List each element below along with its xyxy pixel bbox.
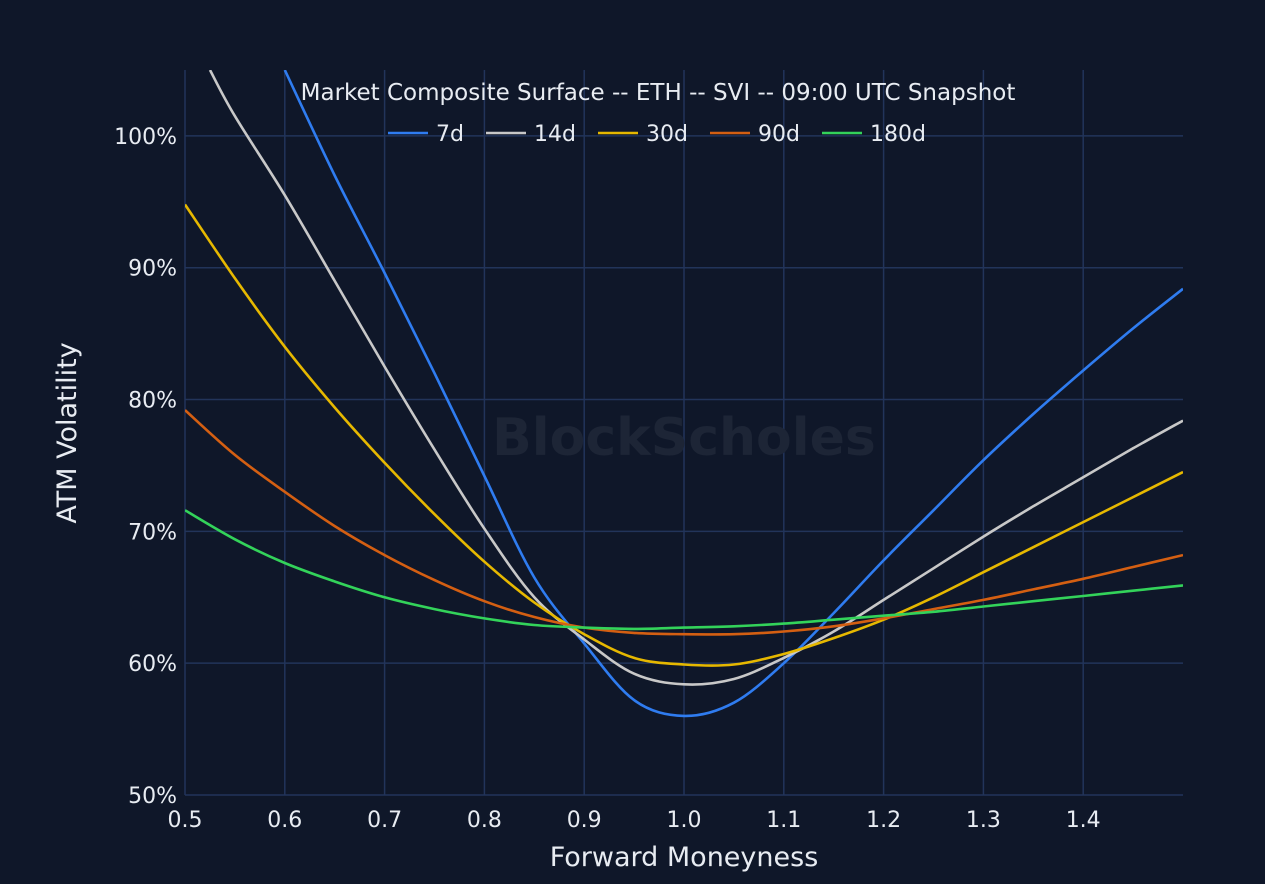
- x-tick-label: 1.4: [1066, 808, 1101, 833]
- grid: [184, 70, 1183, 796]
- chart-title: Market Composite Surface -- ETH -- SVI -…: [301, 80, 1016, 106]
- y-tick-label: 50%: [128, 784, 177, 809]
- series-lines: [185, 70, 1183, 718]
- legend-label-180d: 180d: [870, 122, 926, 147]
- series-line-7d: [283, 70, 1183, 718]
- series-line-90d: [185, 409, 1183, 636]
- series-line-30d: [185, 203, 1183, 667]
- legend: 7d 14d 30d 90d 180d: [388, 122, 926, 147]
- y-tick-label: 80%: [128, 389, 177, 414]
- x-tick-label: 0.9: [567, 808, 602, 833]
- y-tick-label: 90%: [128, 257, 177, 282]
- y-tick-label: 70%: [128, 520, 177, 545]
- x-tick-label: 0.8: [467, 808, 502, 833]
- x-tick-label: 0.5: [168, 808, 203, 833]
- x-tick-label: 1.1: [766, 808, 801, 833]
- series-line-180d: [185, 509, 1183, 631]
- series-line-14d: [208, 70, 1183, 686]
- x-axis-label: Forward Moneyness: [550, 842, 819, 873]
- y-tick-label: 100%: [114, 125, 177, 150]
- y-axis-label: ATM Volatility: [52, 342, 83, 523]
- x-tick-label: 1.3: [966, 808, 1001, 833]
- watermark: BlockScholes: [492, 408, 876, 468]
- y-tick-label: 60%: [128, 652, 177, 677]
- legend-label-14d: 14d: [534, 122, 576, 147]
- legend-label-90d: 90d: [758, 122, 800, 147]
- x-tick-label: 0.7: [367, 808, 402, 833]
- x-tick-label: 1.0: [667, 808, 702, 833]
- x-axis-ticks: 0.5 0.6 0.7 0.8 0.9 1.0 1.1 1.2 1.3 1.4: [168, 808, 1101, 833]
- x-tick-label: 1.2: [866, 808, 901, 833]
- legend-label-7d: 7d: [436, 122, 464, 147]
- legend-label-30d: 30d: [646, 122, 688, 147]
- y-axis-ticks: 50% 60% 70% 80% 90% 100%: [114, 125, 177, 809]
- x-tick-label: 0.6: [267, 808, 302, 833]
